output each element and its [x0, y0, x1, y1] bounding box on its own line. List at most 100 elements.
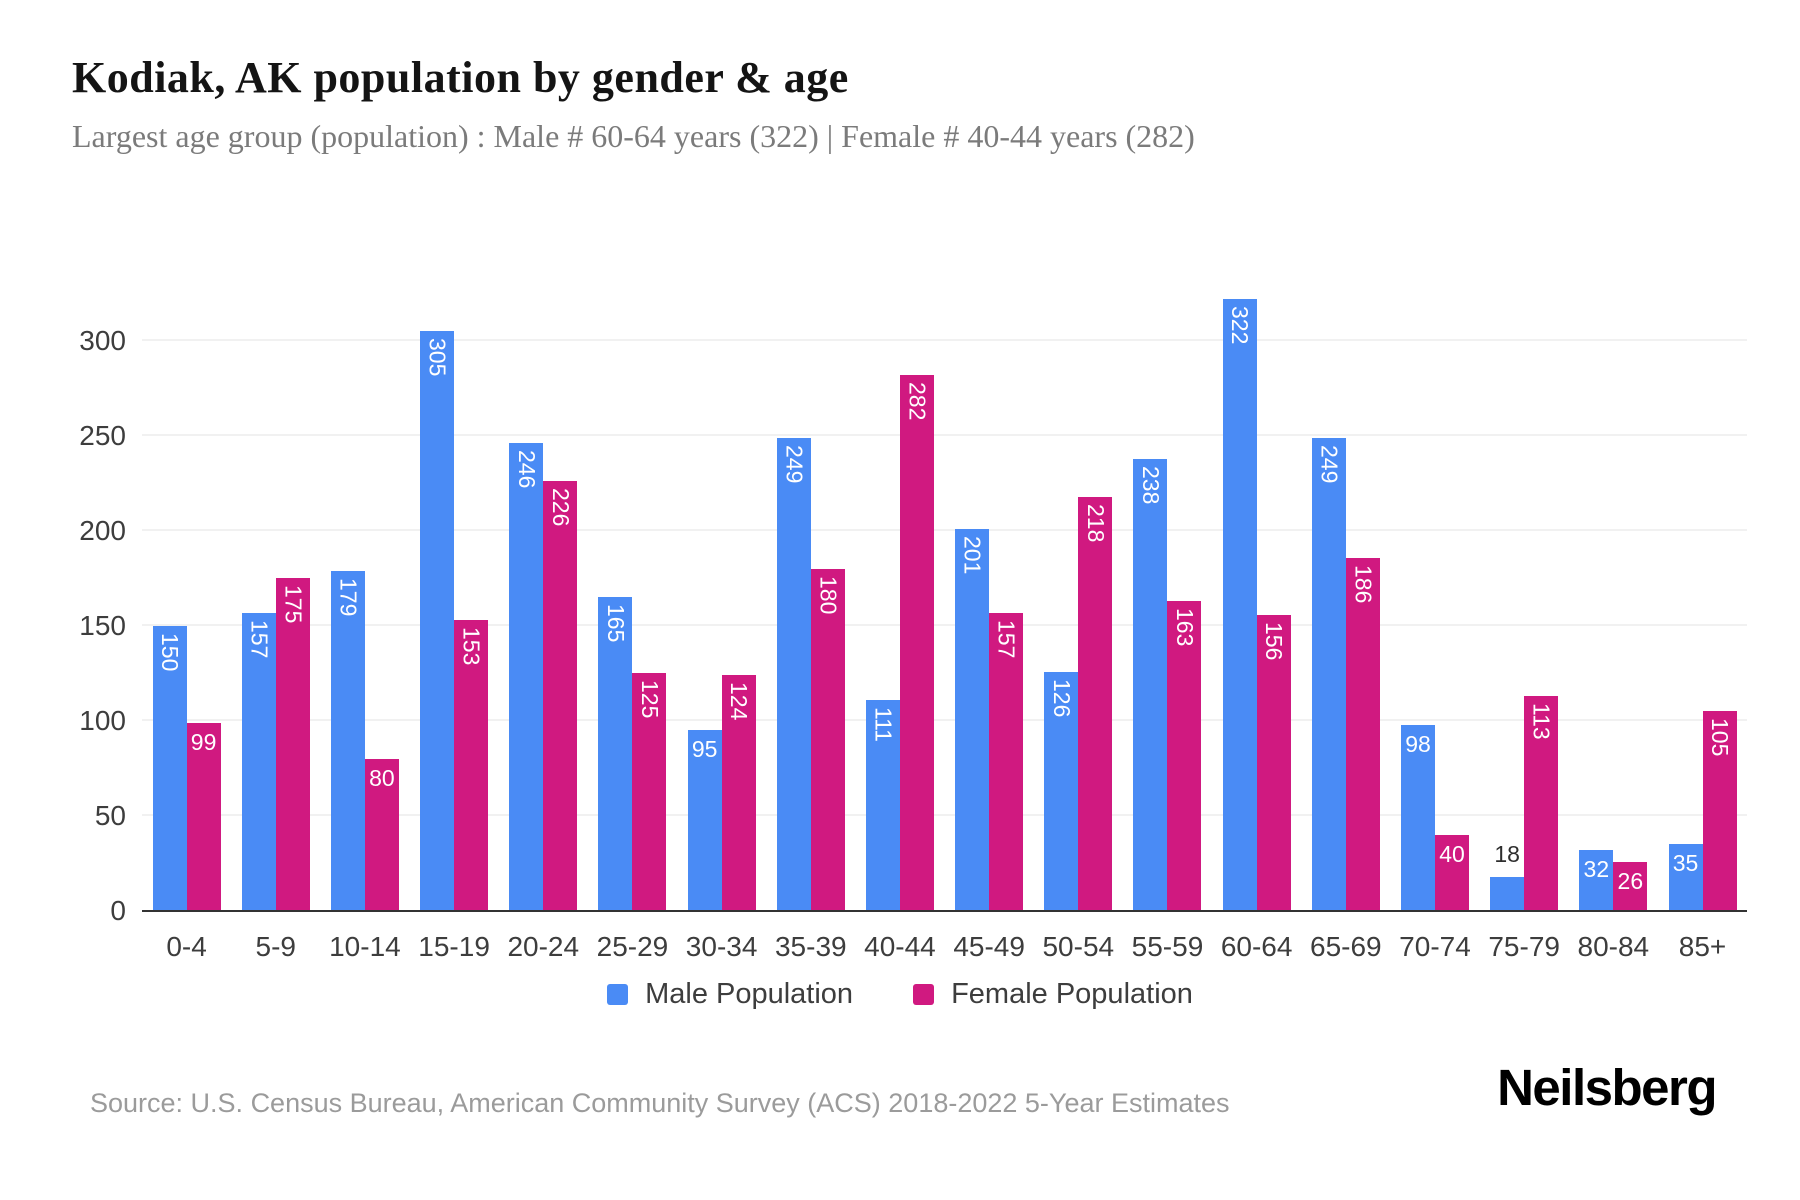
- bar-value-label: 226: [547, 488, 574, 527]
- y-tick-label: 250: [79, 419, 126, 451]
- bar-value-label: 18: [1494, 840, 1520, 867]
- x-tick-label: 60-64: [1220, 931, 1293, 962]
- bar-value-label: 179: [335, 577, 362, 617]
- bar-group: 111 282 40-44: [855, 280, 944, 962]
- bar-value-label: 125: [636, 680, 663, 719]
- chart-title: Kodiak, AK population by gender & age: [72, 53, 849, 102]
- male-legend-swatch: [607, 984, 629, 1005]
- female-bar: 175: [275, 578, 310, 911]
- bar-value-label: 111: [870, 707, 897, 743]
- female-bar: 180: [810, 568, 845, 911]
- bar-value-label: 163: [1171, 608, 1198, 647]
- x-tick-label: 45-49: [953, 931, 1025, 962]
- legend: Male Population Female Population: [0, 978, 1800, 1011]
- bar-value-label: 153: [458, 627, 485, 666]
- legend-item: Male Population: [607, 978, 853, 1011]
- bar-value-label: 150: [157, 632, 184, 672]
- bar-value-label: 165: [602, 604, 629, 643]
- bar-value-label: 113: [1528, 703, 1555, 740]
- bar-value-label: 175: [280, 585, 307, 624]
- x-tick-label: 50-54: [1042, 931, 1115, 962]
- bar-value-label: 26: [1617, 867, 1644, 894]
- female-bar: 163: [1167, 601, 1202, 911]
- bar-value-label: 99: [190, 728, 217, 755]
- bar-group: 238 163 55-59: [1123, 280, 1212, 962]
- bar-value-label: 80: [369, 764, 395, 791]
- female-bar: 186: [1345, 557, 1380, 911]
- female-bar: 156: [1256, 614, 1291, 911]
- bar-group: 126 218 50-54: [1034, 280, 1123, 962]
- y-tick-label: 200: [79, 514, 126, 546]
- x-tick-label: 80-84: [1577, 931, 1650, 962]
- legend-label: Male Population: [645, 978, 854, 1010]
- bar-value-label: 218: [1082, 503, 1109, 543]
- female-bar: 99: [186, 722, 221, 911]
- female-bar: 124: [721, 675, 756, 911]
- male-bar: 238: [1133, 458, 1168, 911]
- bar-value-label: 40: [1439, 840, 1465, 867]
- bar-group: 95 124 30-34: [677, 280, 766, 962]
- male-bar: 179: [330, 570, 365, 911]
- bar-group: 32 26 80-84: [1569, 280, 1658, 962]
- male-bar: 95: [687, 730, 722, 911]
- bar-value-label: 157: [246, 619, 273, 658]
- bar-group: 150 99 0-4: [142, 280, 231, 962]
- male-bar: 322: [1222, 299, 1257, 911]
- y-tick-label: 100: [79, 704, 126, 736]
- source-attribution: Source: U.S. Census Bureau, American Com…: [90, 1088, 1230, 1118]
- x-tick-label: 20-24: [507, 931, 580, 962]
- brand-logo: Neilsberg: [1497, 1059, 1717, 1116]
- female-bar: 153: [454, 620, 489, 911]
- female-bar: 26: [1613, 861, 1648, 911]
- x-axis-line: [142, 910, 1747, 912]
- female-bar: 157: [989, 612, 1024, 911]
- x-tick-label: 5-9: [255, 931, 296, 962]
- male-bar: 18: [1490, 841, 1525, 911]
- x-tick-label: 30-34: [685, 931, 758, 962]
- x-tick-label: 55-59: [1131, 931, 1204, 962]
- bar-value-label: 157: [993, 619, 1020, 658]
- bar-group: 305 153 15-19: [410, 280, 499, 962]
- bar-group: 18 113 75-79: [1480, 280, 1569, 962]
- bar-groups: 150 99 0-4 157 175 5-9 179 80 10-14 305 153 15-19 24…: [142, 280, 1747, 962]
- bar-value-label: 238: [1137, 465, 1164, 505]
- female-bar: 218: [1078, 496, 1113, 911]
- male-bar: 165: [598, 597, 633, 911]
- bar-group: 246 226 20-24: [499, 280, 588, 962]
- female-bar: 113: [1524, 696, 1559, 911]
- x-tick-label: 15-19: [418, 931, 490, 962]
- y-axis: 0 50 100 150 200 250 300: [0, 280, 126, 925]
- x-tick-label: 25-29: [596, 931, 669, 962]
- bar-value-label: 95: [691, 736, 718, 763]
- bar-value-label: 249: [781, 444, 808, 484]
- bar-value-label: 180: [815, 575, 842, 615]
- bar-value-label: 126: [1048, 678, 1075, 717]
- bar-value-label: 32: [1583, 856, 1610, 883]
- bar-group: 249 186 65-69: [1301, 280, 1390, 962]
- gridline: [142, 813, 1747, 816]
- x-tick-label: 75-79: [1488, 931, 1560, 962]
- bar-group: 98 40 70-74: [1390, 280, 1479, 962]
- y-tick-label: 50: [94, 799, 126, 831]
- bar-value-label: 246: [513, 450, 540, 489]
- male-bar: 249: [1311, 437, 1346, 911]
- gridline: [142, 623, 1747, 626]
- female-bar: 80: [364, 758, 399, 911]
- female-bar: 125: [632, 673, 667, 911]
- male-bar: 150: [152, 625, 187, 911]
- bar-group: 165 125 25-29: [588, 280, 677, 962]
- bar-group: 35 105 85+: [1658, 280, 1747, 962]
- male-bar: 32: [1579, 850, 1614, 911]
- y-tick-label: 300: [79, 324, 126, 356]
- x-tick-label: 65-69: [1310, 931, 1382, 962]
- bar-value-label: 249: [1316, 444, 1343, 484]
- gridline: [142, 338, 1747, 341]
- bar-value-label: 305: [424, 338, 451, 377]
- x-tick-label: 70-74: [1399, 931, 1471, 962]
- x-tick-label: 85+: [1678, 931, 1727, 962]
- bar-value-label: 282: [904, 382, 931, 421]
- bar-group: 249 180 35-39: [766, 280, 855, 962]
- x-tick-label: 35-39: [774, 931, 847, 962]
- gridline: [142, 433, 1747, 436]
- y-tick-label: 150: [79, 609, 126, 641]
